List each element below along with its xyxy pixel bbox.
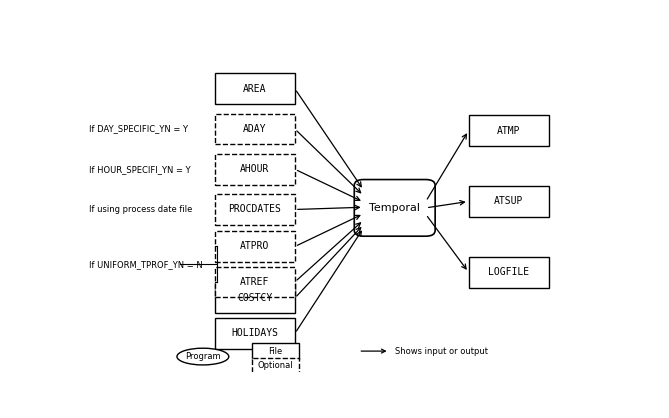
Text: AREA: AREA <box>243 84 266 94</box>
FancyBboxPatch shape <box>252 343 299 359</box>
FancyBboxPatch shape <box>215 283 295 313</box>
Text: ADAY: ADAY <box>243 124 266 134</box>
Ellipse shape <box>177 348 229 365</box>
FancyBboxPatch shape <box>215 318 295 349</box>
FancyBboxPatch shape <box>355 180 435 236</box>
Text: If DAY_SPECIFIC_YN = Y: If DAY_SPECIFIC_YN = Y <box>89 125 188 133</box>
Text: If UNIFORM_TPROF_YN = N: If UNIFORM_TPROF_YN = N <box>89 260 203 269</box>
FancyBboxPatch shape <box>468 186 549 217</box>
FancyBboxPatch shape <box>252 358 299 373</box>
FancyBboxPatch shape <box>468 257 549 288</box>
Text: LOGFILE: LOGFILE <box>488 267 529 277</box>
Text: COSTCY: COSTCY <box>237 293 272 303</box>
FancyBboxPatch shape <box>215 194 295 225</box>
Text: HOLIDAYS: HOLIDAYS <box>231 329 278 339</box>
Text: File: File <box>268 347 282 356</box>
Text: Temporal: Temporal <box>369 203 420 213</box>
Text: ATPRO: ATPRO <box>240 242 270 252</box>
Text: Program: Program <box>185 352 221 361</box>
Text: If using process date file: If using process date file <box>89 205 192 214</box>
Text: ATREF: ATREF <box>240 277 270 287</box>
Text: PROCDATES: PROCDATES <box>228 204 281 214</box>
FancyBboxPatch shape <box>215 74 295 104</box>
Text: ATSUP: ATSUP <box>494 196 523 206</box>
FancyBboxPatch shape <box>468 115 549 146</box>
Text: If HOUR_SPECIFI_YN = Y: If HOUR_SPECIFI_YN = Y <box>89 165 191 174</box>
Text: Optional: Optional <box>258 361 293 370</box>
FancyBboxPatch shape <box>215 154 295 184</box>
FancyBboxPatch shape <box>215 267 295 297</box>
Text: AHOUR: AHOUR <box>240 164 270 174</box>
Text: Shows input or output: Shows input or output <box>395 347 488 356</box>
FancyBboxPatch shape <box>215 114 295 144</box>
Text: ATMP: ATMP <box>497 126 520 135</box>
FancyBboxPatch shape <box>215 231 295 262</box>
